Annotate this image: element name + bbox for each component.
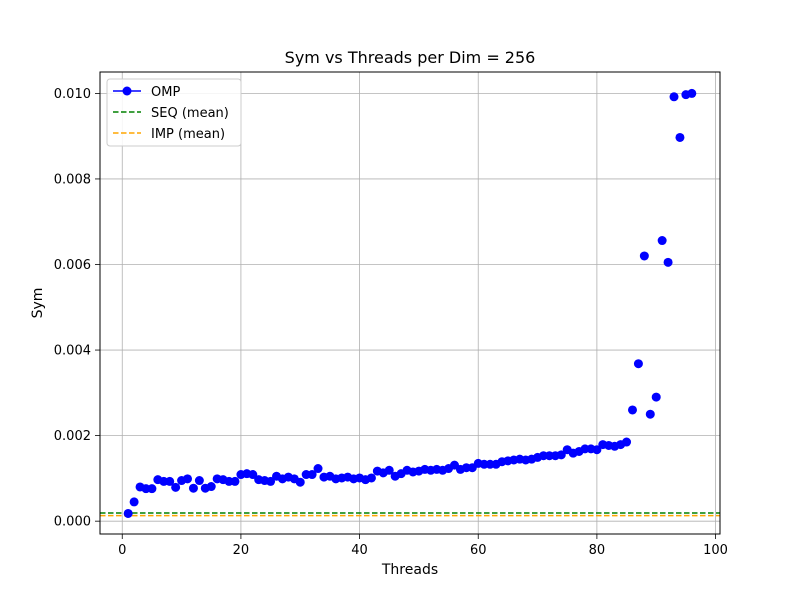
x-tick-label: 0: [118, 543, 126, 558]
omp-point: [687, 88, 697, 98]
y-tick-label: 0.000: [54, 515, 91, 530]
omp-point: [627, 405, 637, 415]
omp-points: [123, 88, 697, 518]
omp-point: [657, 236, 667, 246]
legend-imp-label: IMP (mean): [151, 127, 225, 142]
plot-area: [100, 72, 720, 534]
omp-point: [165, 476, 175, 486]
omp-point: [313, 464, 323, 474]
omp-point: [663, 257, 673, 267]
omp-point: [183, 474, 193, 484]
x-tick-label: 60: [470, 543, 487, 558]
plot-frame: [99, 71, 721, 535]
omp-point: [622, 437, 632, 447]
omp-point: [307, 470, 317, 480]
mean-lines: [100, 512, 720, 517]
y-axis-label: Sym: [30, 288, 46, 319]
y-tick-label: 0.002: [54, 429, 91, 444]
omp-point: [556, 450, 566, 460]
omp-point: [366, 473, 376, 483]
grid: [100, 72, 720, 534]
legend: OMP SEQ (mean) IMP (mean): [106, 78, 242, 147]
omp-point: [639, 251, 649, 261]
y-axis-ticks: 0.000 0.002 0.004 0.006 0.008 0.010: [54, 87, 100, 530]
y-tick-label: 0.008: [54, 172, 91, 187]
legend-omp-marker: [122, 86, 132, 96]
omp-point: [295, 477, 305, 487]
omp-point: [129, 497, 139, 507]
legend-seq-label: SEQ (mean): [151, 106, 229, 121]
omp-point: [266, 476, 276, 486]
omp-point: [592, 445, 602, 455]
y-tick-label: 0.004: [54, 344, 91, 359]
omp-point: [669, 92, 679, 102]
legend-omp-label: OMP: [151, 85, 180, 100]
omp-point: [194, 476, 204, 486]
x-tick-label: 40: [351, 543, 368, 558]
omp-point: [206, 482, 216, 492]
x-tick-label: 80: [589, 543, 606, 558]
omp-point: [171, 482, 181, 492]
omp-point: [675, 132, 685, 142]
omp-point: [147, 484, 157, 494]
omp-point: [248, 470, 258, 480]
omp-point: [123, 508, 133, 518]
omp-point: [633, 359, 643, 369]
omp-point: [384, 465, 394, 475]
legend-box: [106, 78, 242, 147]
x-tick-label: 100: [703, 543, 728, 558]
x-axis-label: Threads: [381, 562, 438, 578]
x-tick-label: 20: [233, 543, 250, 558]
chart-title: Sym vs Threads per Dim = 256: [285, 48, 536, 67]
omp-point: [188, 483, 198, 493]
omp-point: [651, 392, 661, 402]
omp-point: [645, 409, 655, 419]
y-tick-label: 0.006: [54, 258, 91, 273]
y-tick-label: 0.010: [54, 87, 91, 102]
omp-point: [230, 476, 240, 486]
x-axis-ticks: 0 20 40 60 80 100: [118, 534, 728, 558]
